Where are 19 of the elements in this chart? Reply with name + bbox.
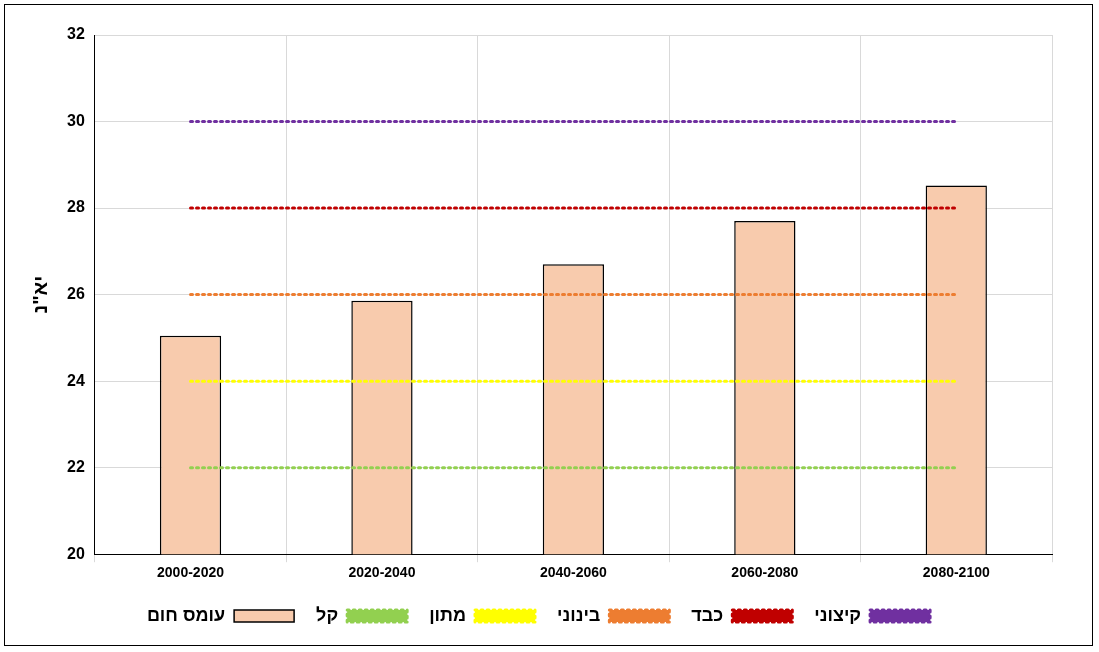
y-tick-label: 28 <box>67 198 85 216</box>
x-tick-label: 2020-2040 <box>348 564 416 581</box>
x-tick-label: 2000-2020 <box>157 564 225 581</box>
x-tick-label: 2060-2080 <box>731 564 799 581</box>
y-axis-title: יא"נ <box>28 275 51 314</box>
y-tick-label: 30 <box>67 111 85 129</box>
y-tick-label: 20 <box>67 544 85 562</box>
legend-label: קל <box>316 604 339 625</box>
legend-label: עומס חום <box>146 604 226 625</box>
x-tick-label: 2080-2100 <box>922 564 990 581</box>
y-tick-label: 22 <box>67 458 85 476</box>
legend-label: מתון <box>429 604 467 625</box>
x-tick-label: 2040-2060 <box>539 564 608 581</box>
y-tick-label: 26 <box>67 285 85 303</box>
legend-label: כבד <box>691 604 724 625</box>
legend-label: קיצוני <box>814 604 862 625</box>
y-tick-label: 24 <box>67 371 85 389</box>
y-tick-label: 32 <box>67 25 85 43</box>
legend-label: בינוני <box>557 604 601 625</box>
